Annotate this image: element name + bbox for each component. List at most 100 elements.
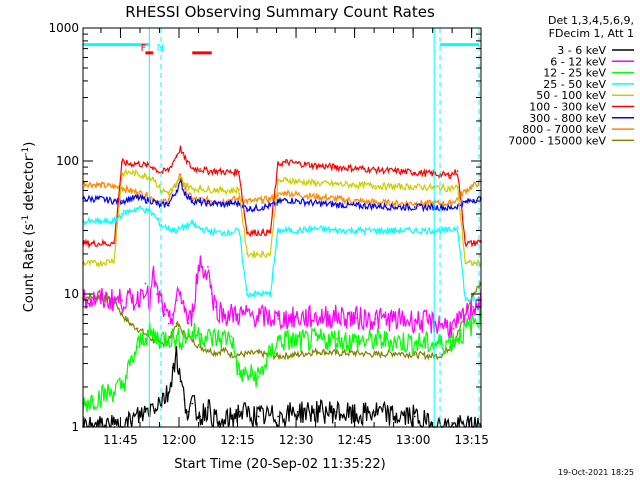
- data-point: [175, 229, 178, 232]
- data-point: [472, 185, 475, 187]
- series-line: [82, 173, 482, 209]
- data-point: [191, 167, 194, 170]
- data-point: [269, 253, 272, 255]
- data-point: [179, 293, 182, 295]
- data-point: [355, 229, 357, 232]
- data-point: [89, 220, 92, 223]
- data-point: [222, 200, 225, 202]
- data-point: [261, 199, 264, 201]
- data-point: [374, 229, 377, 232]
- data-point: [230, 202, 233, 205]
- data-point: [394, 415, 397, 418]
- data-point: [355, 200, 357, 202]
- data-point: [160, 224, 162, 226]
- data-point: [179, 173, 182, 175]
- data-point: [160, 205, 162, 207]
- data-point: [136, 196, 139, 199]
- data-point: [152, 213, 155, 215]
- data-point: [214, 170, 217, 173]
- data-point: [191, 313, 194, 316]
- data-point: [230, 189, 233, 192]
- y-tick-label: 100: [56, 154, 79, 168]
- data-point: [238, 202, 241, 205]
- data-point: [218, 338, 221, 340]
- legend-entry-label: 50 - 100 keV: [536, 89, 606, 102]
- data-point: [199, 187, 202, 190]
- data-point: [214, 202, 217, 205]
- data-point: [97, 184, 100, 186]
- data-point: [179, 380, 182, 383]
- data-point: [335, 183, 338, 186]
- data-point: [472, 262, 475, 265]
- data-point: [335, 197, 338, 200]
- data-point: [113, 259, 116, 261]
- data-point: [238, 410, 241, 413]
- legend-entry-label: 12 - 25 keV: [543, 67, 606, 80]
- data-point: [456, 225, 459, 228]
- data-point: [128, 189, 131, 192]
- data-point: [355, 184, 357, 186]
- data-point: [316, 195, 318, 198]
- data-point: [97, 220, 100, 223]
- data-point: [355, 167, 357, 170]
- data-point: [413, 185, 416, 188]
- data-point: [296, 200, 299, 202]
- data-point: [121, 299, 123, 301]
- data-point: [316, 164, 318, 167]
- data-point: [179, 180, 182, 183]
- x-tick-label: 11:45: [103, 433, 138, 447]
- plot-frame: [82, 27, 482, 428]
- data-point: [199, 259, 202, 261]
- data-point: [128, 322, 131, 325]
- data-point: [230, 199, 233, 201]
- data-point: [167, 191, 170, 194]
- data-point: [296, 229, 299, 232]
- data-point: [121, 161, 123, 164]
- data-point: [472, 306, 475, 308]
- data-point: [121, 213, 123, 215]
- data-point: [448, 207, 451, 210]
- data-point: [183, 335, 186, 338]
- data-point: [374, 185, 377, 187]
- data-point: [253, 253, 256, 255]
- data-point: [394, 202, 397, 205]
- data-point: [246, 253, 248, 255]
- data-point: [246, 200, 248, 202]
- data-point: [167, 392, 170, 394]
- data-point: [316, 316, 318, 318]
- data-point: [456, 205, 459, 207]
- data-point: [456, 333, 459, 335]
- data-point: [199, 333, 202, 335]
- data-point: [257, 415, 260, 418]
- data-point: [230, 231, 233, 234]
- data-point: [152, 200, 155, 202]
- data-point: [144, 164, 147, 167]
- data-point: [179, 147, 182, 150]
- data-point: [472, 242, 475, 245]
- data-point: [187, 410, 190, 413]
- data-point: [175, 339, 178, 341]
- data-point: [335, 203, 338, 206]
- data-point: [374, 168, 377, 171]
- data-point: [448, 174, 451, 177]
- data-point: [296, 180, 299, 183]
- data-point: [277, 229, 279, 232]
- data-point: [253, 207, 256, 210]
- data-point: [296, 317, 299, 319]
- data-point: [296, 353, 299, 356]
- y-label-superscript: -1: [21, 147, 31, 156]
- data-point: [335, 229, 338, 232]
- data-point: [413, 415, 416, 418]
- data-point: [374, 201, 377, 204]
- data-point: [121, 200, 123, 202]
- data-point: [316, 410, 318, 413]
- data-point: [253, 200, 256, 202]
- data-point: [277, 339, 279, 341]
- legend-header-line: Det 1,3,4,5,6,9,: [548, 14, 634, 27]
- data-point: [218, 309, 221, 312]
- series-line: [82, 255, 482, 338]
- legend-entry-label: 3 - 6 keV: [557, 44, 606, 57]
- data-point: [394, 229, 397, 232]
- data-point: [199, 227, 202, 230]
